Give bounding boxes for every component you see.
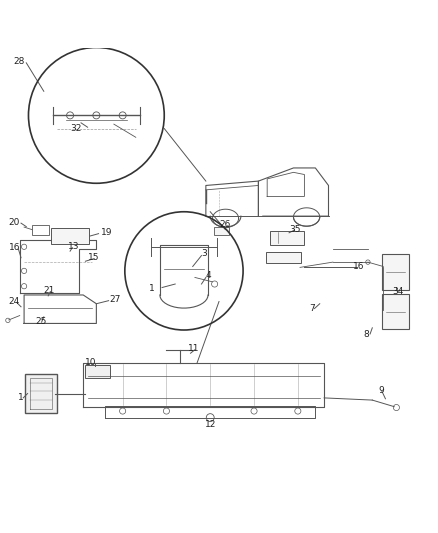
Text: 9: 9 [379, 385, 385, 394]
Text: 19: 19 [101, 228, 112, 237]
Text: 1: 1 [149, 284, 155, 293]
FancyBboxPatch shape [382, 254, 409, 290]
Text: 27: 27 [110, 295, 121, 304]
Text: 11: 11 [188, 344, 200, 353]
Text: 35: 35 [289, 225, 300, 234]
Text: 26: 26 [219, 220, 230, 229]
Text: 16: 16 [9, 243, 20, 252]
FancyBboxPatch shape [214, 227, 229, 236]
Text: 12: 12 [205, 419, 216, 429]
FancyBboxPatch shape [266, 252, 301, 263]
Text: 32: 32 [70, 124, 81, 133]
Text: 21: 21 [44, 286, 55, 295]
Text: 8: 8 [364, 330, 369, 339]
FancyBboxPatch shape [32, 225, 49, 235]
FancyBboxPatch shape [85, 365, 110, 378]
Text: 25: 25 [35, 317, 46, 326]
FancyBboxPatch shape [51, 228, 89, 244]
Text: 28: 28 [13, 57, 25, 66]
FancyBboxPatch shape [25, 374, 57, 413]
Text: 4: 4 [206, 271, 212, 280]
Text: 24: 24 [9, 297, 20, 306]
Text: 10: 10 [85, 358, 97, 367]
Text: 34: 34 [392, 287, 403, 296]
Text: 7: 7 [309, 304, 314, 313]
Text: 13: 13 [68, 243, 79, 251]
Text: 1: 1 [18, 393, 23, 402]
Text: 16: 16 [353, 262, 364, 271]
Text: 15: 15 [88, 253, 99, 262]
Text: 20: 20 [9, 218, 20, 227]
FancyBboxPatch shape [382, 294, 409, 329]
Text: 3: 3 [201, 249, 207, 258]
FancyBboxPatch shape [270, 231, 304, 245]
